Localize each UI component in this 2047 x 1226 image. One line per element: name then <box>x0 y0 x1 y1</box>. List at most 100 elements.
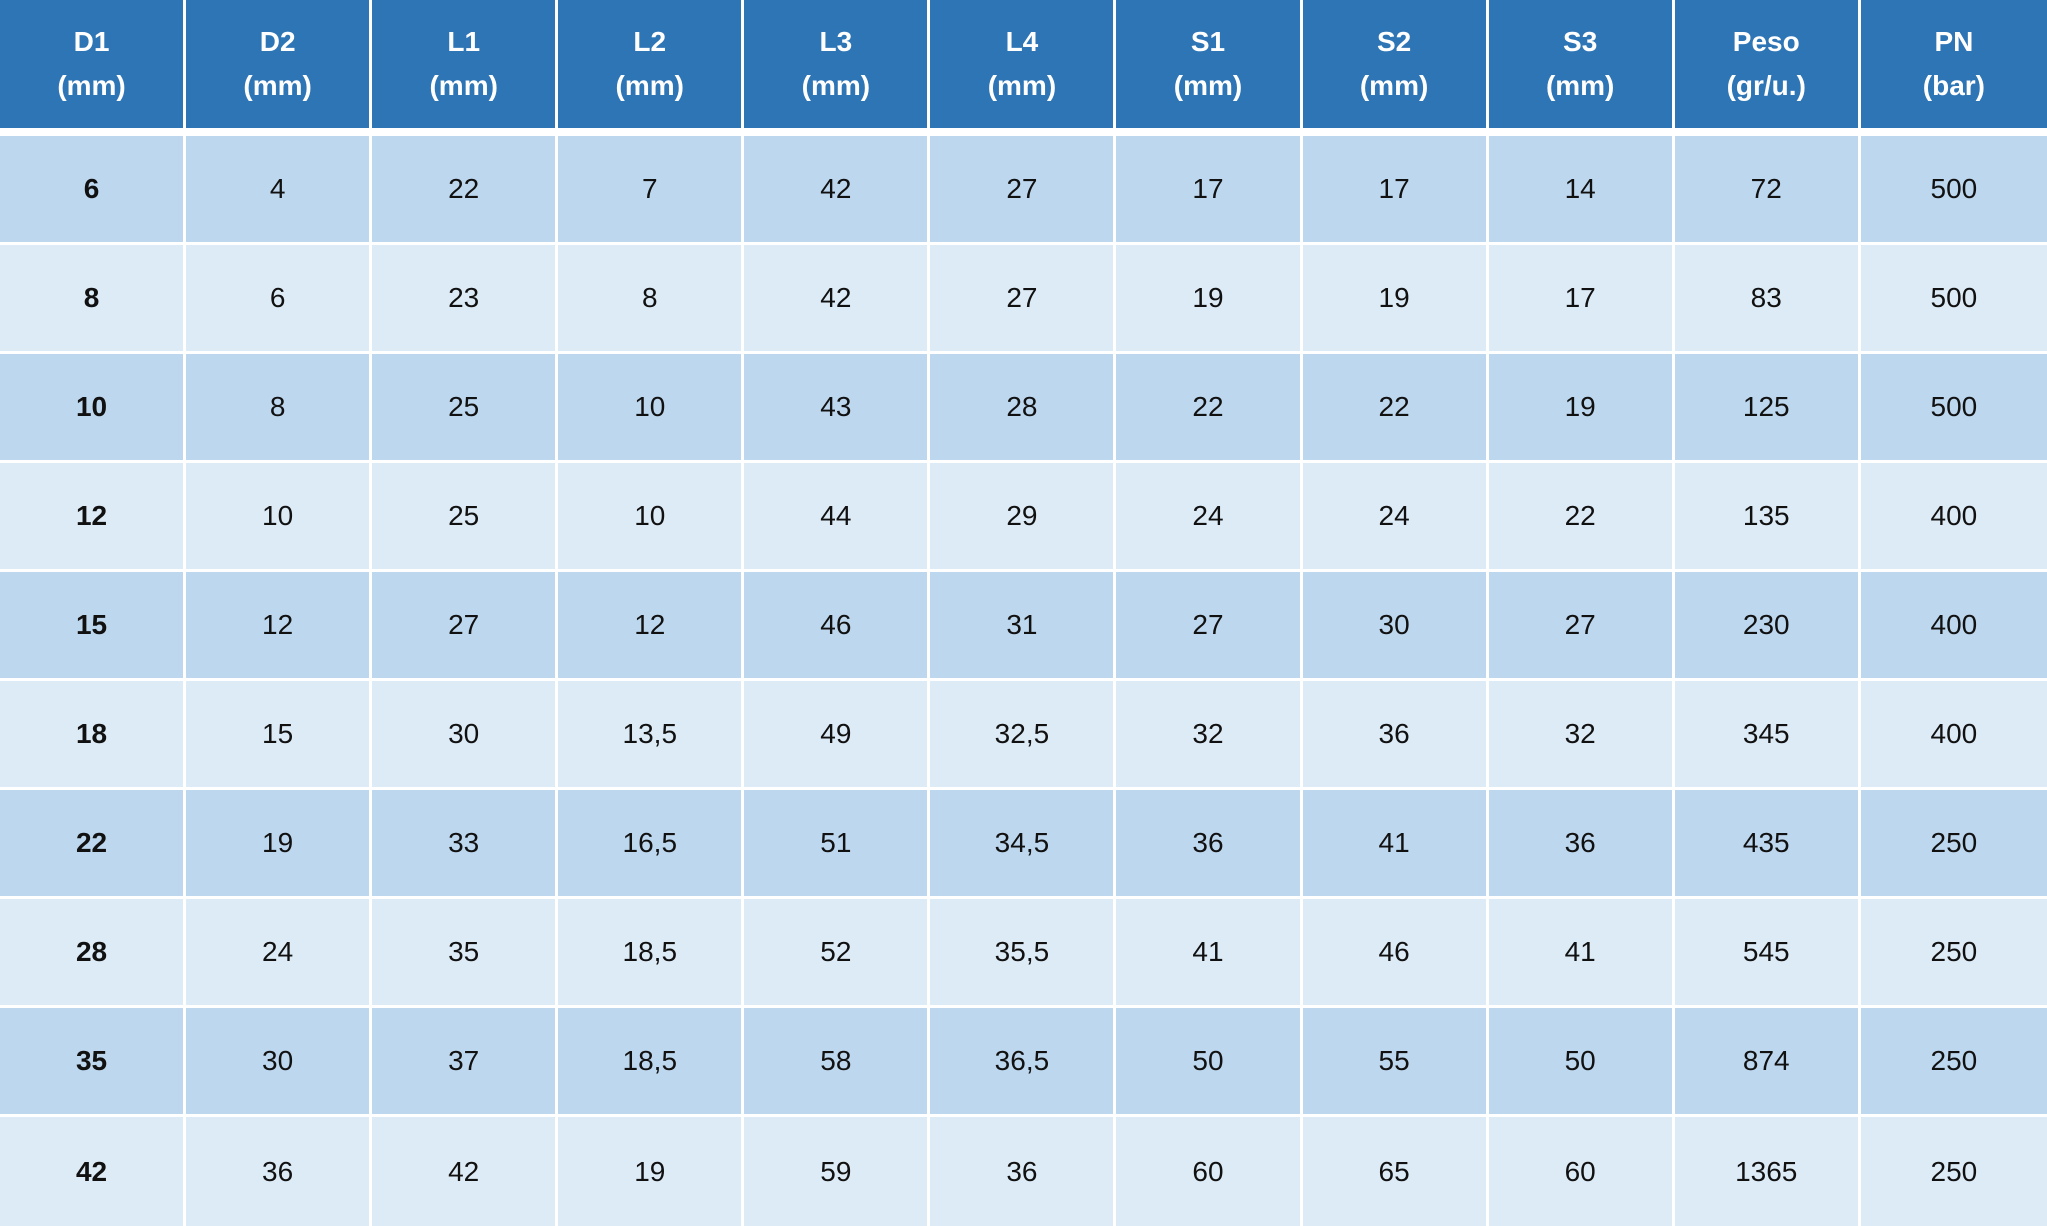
table-cell: 32,5 <box>930 681 1117 790</box>
table-cell: 18,5 <box>558 1008 745 1117</box>
header-label: S3 <box>1563 26 1598 57</box>
table-row: 18 15 30 13,5 49 32,5 32 36 32 345 400 <box>0 681 2047 790</box>
header-label: Peso <box>1732 26 1800 57</box>
table-cell: 400 <box>1860 572 2047 681</box>
header-label: S2 <box>1376 26 1412 57</box>
table-cell: 28 <box>0 899 187 1008</box>
header-cell: L3 (mm) <box>744 0 931 136</box>
header-label: L1 <box>447 26 481 57</box>
table-cell: 60 <box>1488 1117 1675 1226</box>
header-unit: (mm) <box>429 70 498 101</box>
table-cell: 41 <box>1116 899 1303 1008</box>
table-cell: 23 <box>372 245 559 354</box>
table-cell: 19 <box>1302 245 1489 354</box>
table-cell: 42 <box>744 136 931 245</box>
table-cell: 874 <box>1674 1008 1861 1117</box>
header-unit: (mm) <box>801 70 871 101</box>
table-cell: 32 <box>1116 681 1303 790</box>
table-row: 22 19 33 16,5 51 34,5 36 41 36 435 250 <box>0 790 2047 899</box>
table-cell: 30 <box>1302 572 1489 681</box>
table-cell: 35 <box>372 899 559 1008</box>
table-cell: 52 <box>744 899 931 1008</box>
header-unit: (mm) <box>987 70 1057 101</box>
header-label: L4 <box>1005 26 1039 57</box>
table-cell: 50 <box>1488 1008 1675 1117</box>
table-cell: 42 <box>744 245 931 354</box>
header-label: D2 <box>259 26 296 57</box>
header-unit: (gr/u.) <box>1726 70 1806 101</box>
table-cell: 500 <box>1860 354 2047 463</box>
header-unit: (mm) <box>1173 70 1243 101</box>
table-cell: 55 <box>1302 1008 1489 1117</box>
table-cell: 14 <box>1488 136 1675 245</box>
table-cell: 50 <box>1116 1008 1303 1117</box>
header-unit: (mm) <box>1359 70 1429 101</box>
table-cell: 22 <box>0 790 187 899</box>
table-cell: 36 <box>930 1117 1117 1226</box>
table-row: 35 30 37 18,5 58 36,5 50 55 50 874 250 <box>0 1008 2047 1117</box>
table-cell: 135 <box>1674 463 1861 572</box>
table-cell: 400 <box>1860 681 2047 790</box>
table-cell: 27 <box>1116 572 1303 681</box>
table-cell: 33 <box>372 790 559 899</box>
table-cell: 34,5 <box>930 790 1117 899</box>
table-cell: 41 <box>1302 790 1489 899</box>
table-cell: 43 <box>744 354 931 463</box>
header-unit: (mm) <box>243 70 312 101</box>
table-cell: 27 <box>372 572 559 681</box>
table-cell: 7 <box>558 136 745 245</box>
table-cell: 37 <box>372 1008 559 1117</box>
table-cell: 59 <box>744 1117 931 1226</box>
table-cell: 19 <box>558 1117 745 1226</box>
table-cell: 36 <box>1116 790 1303 899</box>
table-cell: 60 <box>1116 1117 1303 1226</box>
header-cell: S2 (mm) <box>1302 0 1489 136</box>
table-cell: 22 <box>1488 463 1675 572</box>
header-unit: (mm) <box>615 70 684 101</box>
header-cell: D1 (mm) <box>0 0 187 136</box>
table-cell: 400 <box>1860 463 2047 572</box>
table-cell: 8 <box>558 245 745 354</box>
table-cell: 6 <box>186 245 373 354</box>
table-row: 15 12 27 12 46 31 27 30 27 230 400 <box>0 572 2047 681</box>
header-unit: (mm) <box>1545 70 1615 101</box>
table-cell: 22 <box>372 136 559 245</box>
table-cell: 435 <box>1674 790 1861 899</box>
header-label: L2 <box>633 26 667 57</box>
table-cell: 49 <box>744 681 931 790</box>
header-row: D1 (mm) D2 (mm) L1 (mm) L2 (mm) L3 (mm) L4 (mm) S1 (m… <box>0 0 2047 136</box>
table-header: D1 (mm) D2 (mm) L1 (mm) L2 (mm) L3 (mm) L4 (mm) S1 (m… <box>0 0 2047 136</box>
header-label: D1 <box>73 26 110 57</box>
table-cell: 36 <box>1302 681 1489 790</box>
table-cell: 18 <box>0 681 187 790</box>
table-cell: 36,5 <box>930 1008 1117 1117</box>
table-cell: 4 <box>186 136 373 245</box>
header-cell: Peso (gr/u.) <box>1674 0 1861 136</box>
table-cell: 545 <box>1674 899 1861 1008</box>
table-row: 8 6 23 8 42 27 19 19 17 83 500 <box>0 245 2047 354</box>
header-label: L3 <box>819 26 853 57</box>
table-cell: 8 <box>0 245 187 354</box>
table-cell: 17 <box>1116 136 1303 245</box>
table-cell: 500 <box>1860 245 2047 354</box>
table-cell: 36 <box>1488 790 1675 899</box>
table-cell: 35,5 <box>930 899 1117 1008</box>
table-cell: 30 <box>372 681 559 790</box>
header-cell: S3 (mm) <box>1488 0 1675 136</box>
table-row: 12 10 25 10 44 29 24 24 22 135 400 <box>0 463 2047 572</box>
table-cell: 10 <box>558 354 745 463</box>
header-cell: PN (bar) <box>1860 0 2047 136</box>
table-cell: 36 <box>186 1117 373 1226</box>
table-cell: 22 <box>1116 354 1303 463</box>
header-cell: L2 (mm) <box>558 0 745 136</box>
header-unit: (mm) <box>57 70 126 101</box>
table-cell: 19 <box>1116 245 1303 354</box>
table-cell: 345 <box>1674 681 1861 790</box>
table-cell: 46 <box>744 572 931 681</box>
table-cell: 250 <box>1860 899 2047 1008</box>
header-cell: L1 (mm) <box>372 0 559 136</box>
table-cell: 35 <box>0 1008 187 1117</box>
table-cell: 51 <box>744 790 931 899</box>
table-cell: 125 <box>1674 354 1861 463</box>
